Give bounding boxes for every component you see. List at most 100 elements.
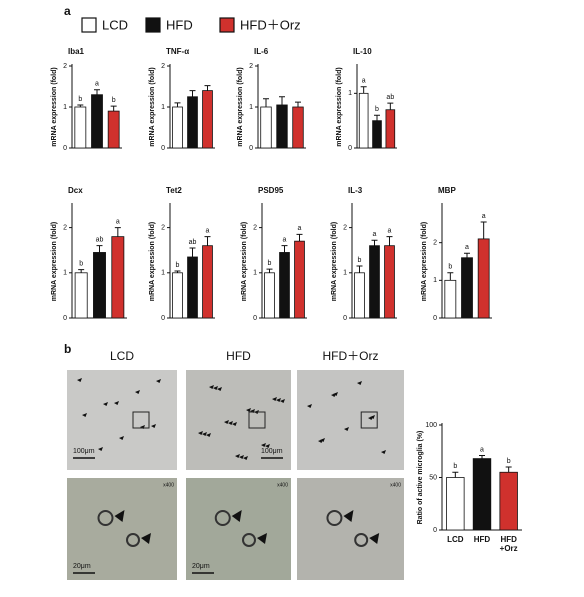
y-tick-label: 2: [161, 63, 165, 70]
bar: [260, 106, 272, 149]
error-bar: [110, 105, 117, 112]
y-axis-label: mRNA expression (fold): [421, 222, 428, 301]
scale-label: 100μm: [73, 448, 95, 455]
significance-letter: ab: [386, 94, 394, 101]
significance-letter: a: [116, 218, 120, 225]
bar: [202, 245, 213, 319]
bar: [111, 236, 125, 319]
cell: [242, 533, 256, 547]
bar: [477, 238, 490, 319]
y-tick-label: 2: [253, 224, 257, 231]
chart-title: PSD95: [258, 186, 284, 195]
arrowhead: [209, 385, 214, 389]
significance-letter: b: [375, 106, 379, 113]
bar: [172, 106, 183, 149]
error-bar: [77, 104, 84, 107]
bar: [294, 240, 305, 319]
legend-label: LCD: [102, 17, 128, 32]
arrowhead: [265, 444, 270, 448]
significance-letter: a: [388, 227, 392, 234]
bar: [187, 96, 198, 149]
error-bar: [78, 269, 85, 273]
y-axis-label: mRNA expression (fold): [149, 222, 156, 301]
significance-letter: a: [362, 78, 366, 85]
cell: [97, 510, 114, 526]
y-tick-label: 0: [253, 315, 257, 322]
arrowhead: [261, 443, 266, 447]
bar: [446, 477, 465, 531]
panel-label: a: [64, 4, 71, 18]
legend-swatch: [145, 17, 161, 33]
significance-letter: a: [283, 237, 287, 244]
y-tick-label: 0: [348, 145, 352, 152]
error-bar: [174, 102, 181, 107]
arrowhead: [114, 401, 119, 405]
bar: [93, 252, 106, 319]
y-tick-label: 0: [63, 145, 67, 152]
bar: [202, 90, 213, 149]
panel-label: b: [64, 342, 71, 356]
significance-letter: b: [176, 262, 180, 269]
error-bar: [279, 96, 285, 105]
cell: [214, 510, 231, 526]
bar: [444, 279, 457, 319]
arrowhead: [235, 454, 240, 458]
micrograph: [186, 370, 291, 470]
significance-letter: b: [112, 97, 116, 104]
arrowhead: [231, 510, 242, 522]
significance-letter: a: [206, 227, 210, 234]
error-bar: [386, 236, 393, 246]
error-bar: [360, 86, 367, 94]
scale-label: 20μm: [192, 563, 210, 570]
micrograph: [297, 478, 404, 580]
y-axis-label: mRNA expression (fold): [51, 222, 58, 301]
y-tick-label: 0: [63, 315, 67, 322]
arrowhead: [206, 433, 211, 437]
arrowhead: [228, 421, 233, 425]
error-bar: [505, 466, 512, 473]
bar: [187, 256, 198, 319]
arrowhead: [151, 424, 156, 428]
y-tick-label: 2: [249, 63, 253, 70]
error-bar: [452, 471, 459, 478]
y-tick-label: 2: [63, 63, 67, 70]
chart-title: TNF-α: [166, 47, 189, 56]
y-tick-label: 1: [63, 104, 67, 111]
bar: [499, 471, 518, 531]
y-tick-label: 2: [63, 224, 67, 231]
error-bar: [189, 90, 196, 97]
chart-title: IL-10: [353, 47, 372, 56]
legend-swatch: [219, 17, 235, 33]
y-axis-label: mRNA expression (fold): [336, 67, 343, 146]
bar: [74, 272, 88, 319]
error-bar: [204, 236, 211, 246]
bar: [264, 272, 275, 319]
significance-letter: b: [448, 264, 452, 271]
arrowhead: [357, 381, 362, 385]
error-bar: [263, 98, 269, 107]
inset-box: [132, 411, 150, 429]
bar: [385, 109, 396, 149]
arrowhead: [246, 408, 251, 412]
bar: [372, 120, 382, 149]
error-bar: [480, 221, 487, 239]
y-tick-label: 1: [161, 270, 165, 277]
x-tick-label-line: HFD: [500, 535, 517, 544]
error-bar: [374, 114, 380, 121]
arrowhead: [257, 533, 267, 544]
y-tick-label: 1: [433, 277, 437, 284]
bar: [74, 106, 87, 149]
y-tick-label: 0: [343, 315, 347, 322]
bar: [279, 252, 290, 319]
bar: [107, 110, 120, 149]
arrowhead: [141, 533, 151, 544]
bar: [384, 245, 395, 319]
arrowhead: [280, 399, 285, 403]
y-axis-label: mRNA expression (fold): [241, 222, 248, 301]
arrowhead: [119, 436, 124, 440]
x-tick-label: HFD: [474, 535, 491, 544]
y-tick-label: 2: [161, 224, 165, 231]
significance-letter: b: [78, 96, 82, 103]
bar: [91, 94, 103, 149]
image-title: LCD: [110, 349, 134, 363]
